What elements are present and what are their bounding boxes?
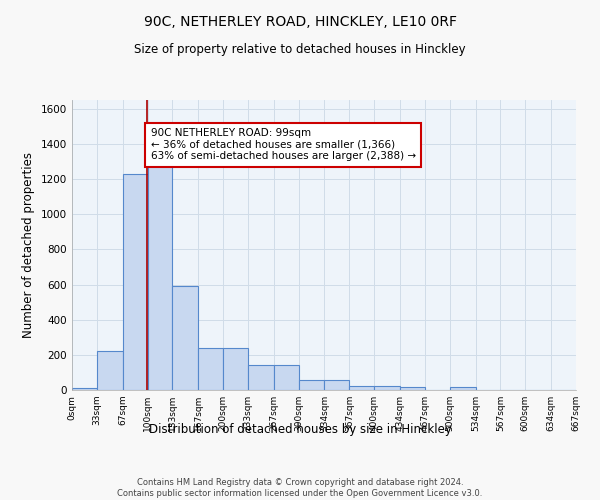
Text: Distribution of detached houses by size in Hinckley: Distribution of detached houses by size … [149,422,451,436]
Bar [400,388,425,390]
Bar [248,366,274,390]
Bar [274,366,299,390]
Bar [97,352,122,390]
Bar [374,386,400,390]
Bar [450,388,476,390]
Text: Contains HM Land Registry data © Crown copyright and database right 2024.
Contai: Contains HM Land Registry data © Crown c… [118,478,482,498]
Bar [299,380,325,390]
Bar [198,348,223,390]
Bar [72,388,97,390]
Bar [223,348,248,390]
Text: 90C, NETHERLEY ROAD, HINCKLEY, LE10 0RF: 90C, NETHERLEY ROAD, HINCKLEY, LE10 0RF [143,15,457,29]
Bar [349,386,374,390]
Bar [148,162,172,390]
Bar [122,174,148,390]
Y-axis label: Number of detached properties: Number of detached properties [22,152,35,338]
Text: 90C NETHERLEY ROAD: 99sqm
← 36% of detached houses are smaller (1,366)
63% of se: 90C NETHERLEY ROAD: 99sqm ← 36% of detac… [151,128,416,162]
Bar [172,286,198,390]
Text: Size of property relative to detached houses in Hinckley: Size of property relative to detached ho… [134,42,466,56]
Bar [325,380,349,390]
